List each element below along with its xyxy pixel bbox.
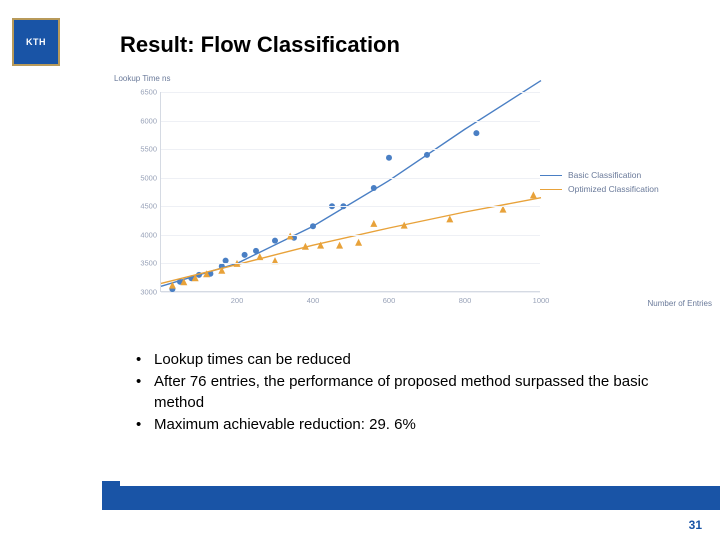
plot-area: 3000350040004500500055006000650020040060… — [160, 92, 540, 292]
x-axis-title: Number of Entries — [648, 299, 712, 308]
data-point — [386, 155, 392, 161]
chart-svg — [161, 92, 540, 291]
data-point — [355, 239, 362, 246]
gridline — [161, 121, 540, 122]
data-point — [370, 220, 377, 227]
trend-line — [161, 81, 541, 287]
legend-item: Optimized Classification — [540, 184, 659, 194]
kth-logo: KTH — [12, 18, 60, 66]
y-axis-title: Lookup Time ns — [114, 74, 170, 83]
footer-accent — [102, 481, 120, 486]
slide-title: Result: Flow Classification — [120, 32, 400, 58]
x-tick-label: 400 — [307, 296, 320, 305]
data-point — [272, 238, 278, 244]
footer-bar — [0, 486, 720, 510]
x-tick-label: 800 — [459, 296, 472, 305]
x-tick-label: 600 — [383, 296, 396, 305]
legend-swatch-optimized — [540, 189, 562, 190]
kth-logo-text: KTH — [26, 37, 46, 47]
y-tick-label: 6500 — [131, 88, 157, 97]
gridline — [161, 92, 540, 93]
y-tick-label: 4000 — [131, 230, 157, 239]
gridline — [161, 263, 540, 264]
footer-white-cut — [0, 486, 102, 510]
y-tick-label: 4500 — [131, 202, 157, 211]
legend-label: Basic Classification — [568, 170, 641, 180]
trend-line — [161, 198, 541, 284]
data-point — [310, 223, 316, 229]
legend-label: Optimized Classification — [568, 184, 659, 194]
y-tick-label: 5500 — [131, 145, 157, 154]
gridline — [161, 178, 540, 179]
x-tick-label: 1000 — [533, 296, 550, 305]
page-number: 31 — [689, 518, 702, 532]
data-point — [371, 185, 377, 191]
chart: Lookup Time ns 3000350040004500500055006… — [120, 82, 640, 322]
y-tick-label: 3000 — [131, 288, 157, 297]
y-tick-label: 6000 — [131, 116, 157, 125]
gridline — [161, 206, 540, 207]
legend-item: Basic Classification — [540, 170, 659, 180]
legend: Basic Classification Optimized Classific… — [540, 170, 659, 198]
data-point — [336, 242, 343, 249]
y-tick-label: 3500 — [131, 259, 157, 268]
gridline — [161, 292, 540, 293]
bullet-item: After 76 entries, the performance of pro… — [130, 372, 670, 413]
x-tick-label: 200 — [231, 296, 244, 305]
gridline — [161, 149, 540, 150]
data-point — [253, 248, 259, 254]
bullet-item: Maximum achievable reduction: 29. 6% — [130, 415, 670, 435]
data-point — [424, 152, 430, 158]
legend-swatch-basic — [540, 175, 562, 176]
y-tick-label: 5000 — [131, 173, 157, 182]
data-point — [242, 252, 248, 258]
data-point — [473, 130, 479, 136]
bullet-list: Lookup times can be reduced After 76 ent… — [130, 350, 670, 437]
bullet-item: Lookup times can be reduced — [130, 350, 670, 370]
data-point — [530, 191, 537, 198]
slide: KTH Result: Flow Classification Lookup T… — [0, 0, 720, 540]
gridline — [161, 235, 540, 236]
